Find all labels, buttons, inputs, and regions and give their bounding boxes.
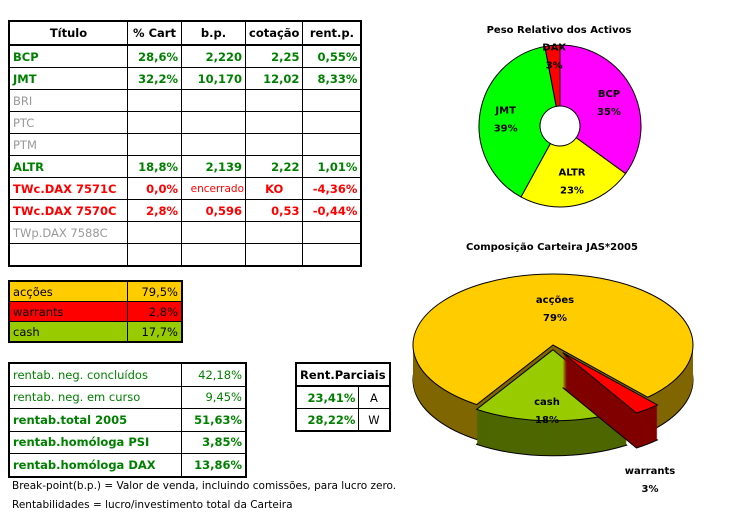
- donut-category-label: ALTR: [559, 168, 586, 179]
- donut-slice-jmt: [478, 45, 557, 198]
- pie3d-category-label-cash: cash: [534, 397, 560, 408]
- returns-value: 3,85%: [181, 430, 247, 454]
- asset-name: TWp.DAX 7588C: [8, 221, 128, 244]
- cell: 0,55%: [302, 44, 362, 68]
- note-returns: Rentabilidades = lucro/investimento tota…: [12, 499, 293, 511]
- column-header: cotação: [244, 20, 304, 46]
- returns-value: 42,18%: [181, 362, 247, 387]
- allocation-label: acções: [8, 280, 128, 302]
- returns-label: rentab. neg. em curso: [8, 385, 182, 409]
- cell: 2,25: [244, 44, 304, 68]
- column-header: % Cart: [127, 20, 182, 46]
- table-row: BCP 28,6% 2,220 2,25 0,55%: [8, 44, 362, 68]
- table-row: TWc.DAX 7570C 2,8% 0,596 0,53 -0,44%: [8, 199, 362, 222]
- returns-label: rentab.homóloga DAX: [8, 453, 182, 477]
- cell: 1,01%: [302, 155, 362, 178]
- cell: [302, 221, 362, 244]
- cell: 2,220: [181, 44, 246, 68]
- allocation-row: warrants 2,8%: [8, 301, 183, 322]
- cell: 2,22: [244, 155, 304, 178]
- donut-slice-bcp: [559, 44, 642, 175]
- cell: [302, 243, 362, 267]
- returns-row: rentab.homóloga PSI 3,85%: [8, 430, 247, 454]
- donut-slice-altr: [520, 137, 627, 208]
- asset-name: BRI: [8, 89, 128, 112]
- cell: 0,0%: [127, 177, 182, 200]
- column-header: rent.p.: [302, 20, 362, 46]
- donut-value-label: 39%: [494, 123, 518, 134]
- partial-row: 28,22% W: [295, 408, 391, 432]
- table-row: PTM: [8, 133, 362, 156]
- table-row: ALTR 18,8% 2,139 2,22 1,01%: [8, 155, 362, 178]
- table-row: [8, 243, 362, 267]
- pie3d-title: Composição Carteira JAS*2005: [466, 242, 638, 253]
- pie3d-slice-accoes: [412, 273, 694, 406]
- allocation-table: acções 79,5% warrants 2,8% cash 17,7%: [8, 280, 183, 343]
- pie3d-category-label-warrants: warrants: [625, 466, 675, 477]
- donut-value-label: 3%: [546, 60, 563, 71]
- allocation-value: 79,5%: [127, 280, 183, 302]
- partial-returns-title: Rent.Parciais: [295, 362, 391, 387]
- partial-tag: W: [358, 408, 391, 432]
- allocation-label: warrants: [8, 301, 128, 322]
- partial-value: 28,22%: [295, 408, 360, 432]
- partial-returns-table: Rent.Parciais 23,41% A 28,22% W: [295, 362, 391, 432]
- cell: 28,6%: [127, 44, 182, 68]
- returns-row: rentab. neg. concluídos 42,18%: [8, 362, 247, 387]
- cell: [244, 221, 304, 244]
- allocation-value: 2,8%: [127, 301, 183, 322]
- donut-value-label: 23%: [560, 186, 584, 197]
- donut-category-label: JMT: [494, 105, 516, 116]
- cell: -0,44%: [302, 199, 362, 222]
- pie3d-value-label-warrants: 3%: [642, 484, 659, 495]
- allocation-label: cash: [8, 321, 128, 343]
- asset-name: ALTR: [8, 155, 128, 178]
- cell: 12,02: [244, 67, 304, 90]
- cell: 18,8%: [127, 155, 182, 178]
- holdings-table: Título% Cart b.p. cotação rent.p. BCP 28,6% 2,…: [8, 20, 363, 267]
- donut-category-label: DAX: [542, 42, 566, 53]
- donut-value-label: 35%: [597, 107, 621, 118]
- returns-value: 13,86%: [181, 453, 247, 477]
- cell: [244, 243, 304, 267]
- cell: KO: [244, 177, 304, 200]
- donut-category-label: BCP: [598, 89, 620, 100]
- pie3d-category-label-accoes: acções: [536, 295, 574, 306]
- allocation-row: acções 79,5%: [8, 280, 183, 302]
- donut-slice-dax: [544, 44, 561, 107]
- table-row: TWp.DAX 7588C: [8, 221, 362, 244]
- returns-label: rentab. neg. concluídos: [8, 362, 182, 387]
- allocation-row: cash 17,7%: [8, 321, 183, 343]
- returns-row: rentab. neg. em curso 9,45%: [8, 385, 247, 409]
- header-row: Título% Cart b.p. cotação rent.p.: [8, 20, 362, 46]
- note-break-point: Break-point(b.p.) = Valor de venda, incl…: [12, 480, 397, 492]
- cell: 8,33%: [302, 67, 362, 90]
- allocation-value: 17,7%: [127, 321, 183, 343]
- pie3d-value-label-cash: 18%: [535, 415, 559, 426]
- donut-title: Peso Relativo dos Activos: [487, 25, 632, 36]
- cell: 0,596: [181, 199, 246, 222]
- column-header: Título: [8, 20, 128, 46]
- pie3d-slice-warrants: [562, 352, 659, 414]
- returns-table: rentab. neg. concluídos 42,18% rentab. neg…: [8, 362, 247, 478]
- pie3d-value-label-accoes: 79%: [543, 313, 567, 324]
- returns-row: rentab.homóloga DAX 13,86%: [8, 453, 247, 477]
